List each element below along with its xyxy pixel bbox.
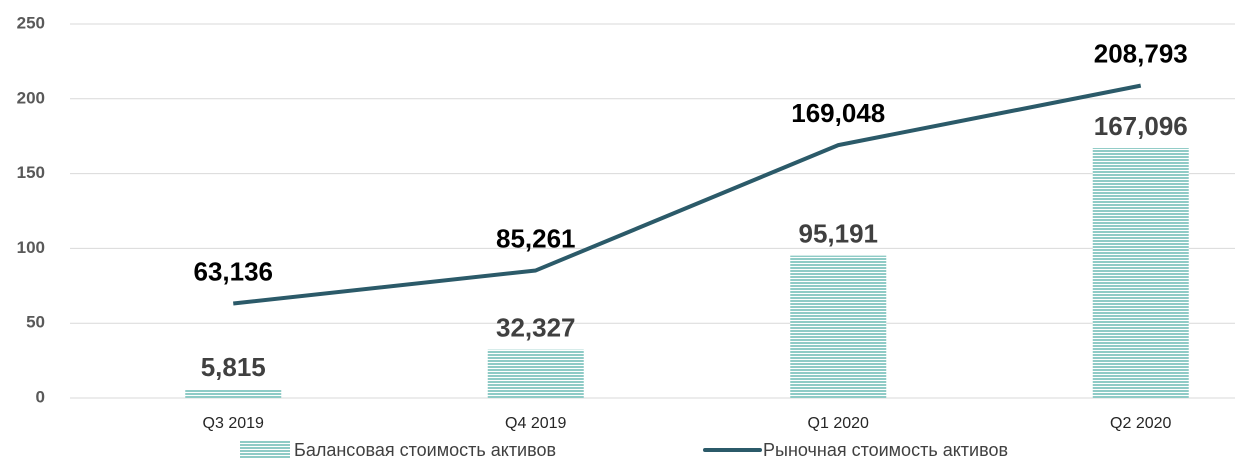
bar — [185, 389, 282, 398]
y-tick-label: 0 — [36, 387, 45, 406]
line-value-label: 85,261 — [496, 223, 576, 253]
line-value-label: 208,793 — [1094, 39, 1188, 69]
bar-value-label: 95,191 — [798, 218, 878, 248]
legend-swatch — [240, 441, 290, 459]
y-tick-label: 250 — [17, 13, 45, 32]
y-tick-label: 100 — [17, 238, 45, 257]
y-tick-label: 150 — [17, 163, 45, 182]
bar-value-label: 167,096 — [1094, 111, 1188, 141]
legend-label: Рыночная стоимость активов — [763, 440, 1008, 460]
bar — [1092, 148, 1189, 398]
x-tick-label: Q2 2020 — [1110, 415, 1171, 432]
x-tick-label: Q1 2020 — [808, 415, 869, 432]
line-value-label: 63,136 — [193, 256, 273, 286]
line — [233, 83, 1142, 306]
x-tick-label: Q4 2019 — [505, 415, 566, 432]
x-tick-label: Q3 2019 — [203, 415, 264, 432]
y-tick-label: 50 — [26, 313, 45, 332]
legend-label: Балансовая стоимость активов — [294, 440, 556, 460]
bar-value-label: 5,815 — [201, 352, 266, 382]
bar — [487, 349, 584, 398]
bar — [790, 255, 887, 398]
line-value-label: 169,048 — [791, 98, 885, 128]
bar-value-label: 32,327 — [496, 313, 576, 343]
y-tick-label: 200 — [17, 88, 45, 107]
